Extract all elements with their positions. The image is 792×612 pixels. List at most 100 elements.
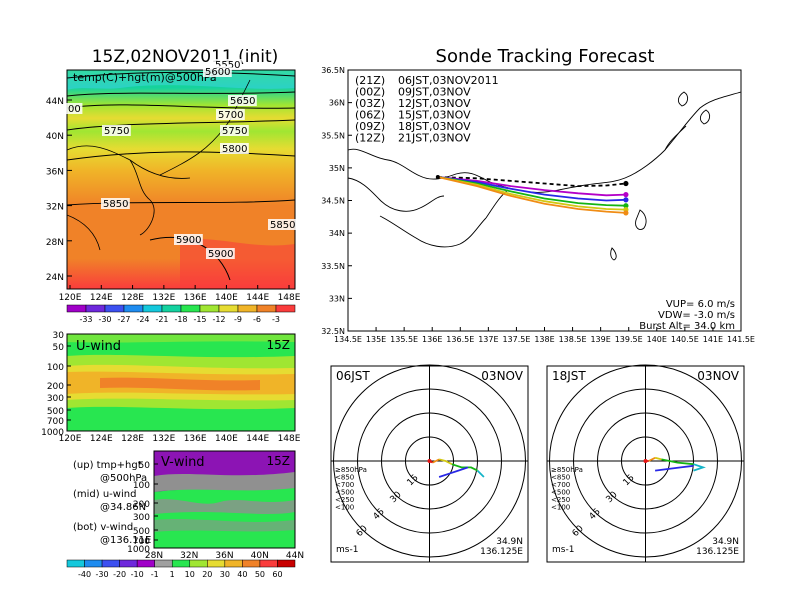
note-line1: (bot) v-wind xyxy=(73,522,133,533)
wind-colorbar-swatch xyxy=(66,559,85,568)
map-lon-tick-label: 144E xyxy=(246,293,269,303)
map-lat-tick-label: 32N xyxy=(46,203,64,213)
contour-label-bg xyxy=(102,125,131,136)
colorbar-tick-label: -30 xyxy=(98,315,111,324)
hodograph-origin-marker xyxy=(427,459,432,463)
uwind-label: U-wind xyxy=(76,339,121,354)
map-lat-tick-label: 28N xyxy=(46,238,64,248)
contour-label: 5550 xyxy=(215,60,240,71)
track-lon-ticks: 134.5E 135E 135.5E 136E 136.5E 137E 137.5E 138E… xyxy=(334,327,755,344)
contour-label-bg xyxy=(66,103,83,114)
map-lon-tick-label: 140E xyxy=(215,293,238,303)
hodograph-time: 06JST xyxy=(336,369,370,383)
wind-colorbar-swatch xyxy=(119,559,138,568)
colorbar-tick-label: -18 xyxy=(174,315,187,324)
track-line xyxy=(437,176,626,207)
colorbar-tick-label: -9 xyxy=(234,315,242,324)
hodograph-legend-item: <500 xyxy=(551,489,570,497)
uwind-y-tick-label: 30 xyxy=(53,331,65,341)
track-lon-tick-label: 139E xyxy=(590,335,610,344)
hodograph-trace xyxy=(476,469,485,478)
wind-colorbar-swatch xyxy=(259,559,278,568)
track-lon-tick-label: 135E xyxy=(366,335,386,344)
hodograph-trace xyxy=(693,463,706,472)
contour-label-bg xyxy=(216,109,245,120)
contour-label: 5600 xyxy=(205,67,230,78)
vwind-label: V-wind xyxy=(161,455,205,470)
vwind-y-tick-label: 1000 xyxy=(127,545,150,555)
wind-colorbar-tick-label: -40 xyxy=(78,570,91,579)
uwind-x-tick-label: 132E xyxy=(152,434,175,444)
hodograph-lat: 34.9N xyxy=(496,537,523,547)
map-lon-tick-label: 120E xyxy=(59,293,82,303)
hodograph-trace xyxy=(438,466,469,478)
track-lat-tick-label: 35.5N xyxy=(321,131,345,140)
uwind-x-tick-label: 124E xyxy=(90,434,113,444)
colorbar-swatch xyxy=(66,304,87,313)
uwind-y-tick-label: 700 xyxy=(47,417,64,427)
contour-label-bg xyxy=(206,248,235,259)
vwind-y-tick-label: 500 xyxy=(133,527,150,537)
note-line2: @34.86N xyxy=(100,502,146,513)
contour-label: 5800 xyxy=(222,144,247,155)
panel-notes: (up) tmp+hgt @500hPa (mid) u-wind @34.86N (b… xyxy=(73,460,151,546)
contour-label-bg xyxy=(220,125,249,136)
contour-label: 5700 xyxy=(218,110,243,121)
launch-site-marker xyxy=(435,175,440,180)
contour-label-bg xyxy=(220,143,249,154)
wind-colorbar-swatch xyxy=(277,559,296,568)
hodograph-trace xyxy=(648,456,656,462)
vwind-x-ticks: 28N 32N 36N 40N 44N xyxy=(145,551,304,561)
colorbar-swatch xyxy=(256,304,277,313)
hodograph-trace xyxy=(661,458,694,466)
note-line1: (mid) u-wind xyxy=(73,489,136,500)
note-line1: (up) tmp+hgt xyxy=(73,460,142,471)
wind-colorbar-tick-label: -10 xyxy=(131,570,144,579)
hodograph-legend-item: <100 xyxy=(335,504,354,512)
wind-colorbar-swatch xyxy=(171,559,191,568)
legend-launch-label: 15JST,03NOV xyxy=(398,109,471,122)
colorbar-tick-label: -21 xyxy=(155,315,168,324)
wind-colorbar-swatch xyxy=(154,559,173,568)
track-line xyxy=(437,176,626,197)
colorbar-swatch xyxy=(85,304,106,313)
map-lat-tick-label: 36N xyxy=(46,167,64,177)
map-lat-tick-label: 44N xyxy=(46,97,64,107)
colorbar-tick-label: -6 xyxy=(253,315,261,324)
colorbar-swatch xyxy=(123,304,144,313)
contour-label: 5900 xyxy=(208,249,233,260)
map-inner-label: temp(C)+hgt(m)@500hPa xyxy=(73,71,217,84)
track-lat-tick-label: 34N xyxy=(329,229,345,238)
contour-label: 5650 xyxy=(230,96,255,107)
colorbar-swatch xyxy=(218,304,239,313)
colorbar-tick-label: -15 xyxy=(193,315,206,324)
contour-label: 00 xyxy=(68,104,81,115)
track-lon-tick-label: 140.5E xyxy=(671,335,699,344)
track-lon-tick-label: 138E xyxy=(534,335,554,344)
map-lon-tick-label: 128E xyxy=(121,293,144,303)
uwind-x-tick-label: 120E xyxy=(59,434,82,444)
colorbar-swatch xyxy=(199,304,220,313)
map-lon-tick-label: 124E xyxy=(90,293,113,303)
track-info-line: VDW= -3.0 m/s xyxy=(658,310,735,321)
contour-label-bg xyxy=(213,59,242,70)
legend-launch-label: 21JST,03NOV xyxy=(398,132,471,145)
contour-label: 5750 xyxy=(222,126,247,137)
map-lat-tick-label: 24N xyxy=(46,273,64,283)
wind-colorbar-tick-label: 20 xyxy=(202,570,212,579)
hodograph-legend-item: <250 xyxy=(335,496,354,504)
track-landing-point xyxy=(623,180,629,187)
colorbar-tick-label: -33 xyxy=(79,315,92,324)
map-lon-ticks: 120E 124E 128E 132E 136E 140E 144E 148E xyxy=(59,285,301,303)
hodograph-date: 03NOV xyxy=(481,369,523,383)
wind-colorbar-swatch xyxy=(189,559,208,568)
uwind-x-ticks: 120E 124E 128E 132E 136E 140E 144E 148E xyxy=(59,434,301,444)
wind-colorbar-tick-label: 40 xyxy=(237,570,247,579)
right-title: Sonde Tracking Forecast xyxy=(436,46,655,67)
contour-label: 5850 xyxy=(270,220,295,231)
track-lat-tick-label: 34.5N xyxy=(321,197,345,206)
uwind-y-tick-label: 500 xyxy=(47,407,64,417)
hodograph-unit: ms-1 xyxy=(552,545,574,555)
uwind-y-tick-label: 100 xyxy=(47,363,64,373)
